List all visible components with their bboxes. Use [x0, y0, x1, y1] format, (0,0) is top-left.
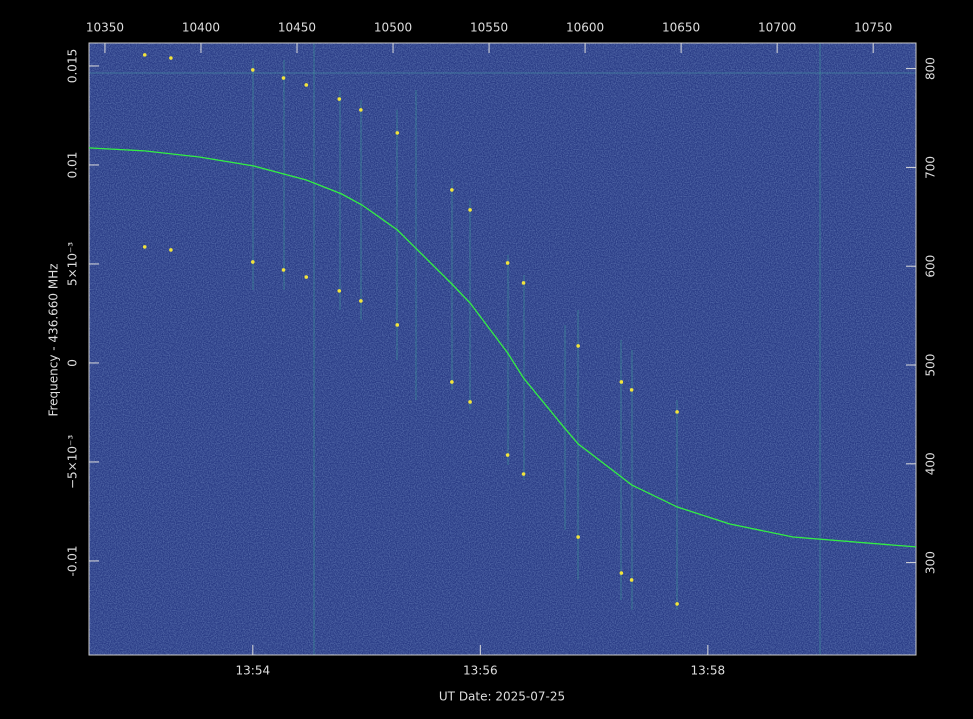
point — [619, 571, 624, 575]
point — [281, 268, 286, 272]
y-tick-label: 5×10⁻³ — [66, 242, 80, 286]
point — [251, 260, 255, 264]
y2-tick-label: 400 — [924, 452, 938, 475]
x-tick-label: 13:58 — [691, 664, 726, 678]
y2-tick-label: 800 — [924, 57, 938, 80]
point — [169, 248, 173, 252]
x2-tick-label: 10600 — [566, 21, 604, 35]
noise-texture — [89, 43, 916, 655]
point — [142, 53, 147, 57]
point — [576, 344, 580, 348]
x2-tick-label: 10550 — [470, 21, 508, 35]
point — [675, 410, 679, 414]
point — [505, 453, 510, 457]
point — [450, 188, 454, 192]
y-tick-label: -0.01 — [66, 545, 80, 576]
plot-frame — [88, 42, 917, 656]
fit-line — [88, 147, 917, 548]
x2-tick-label: 10700 — [758, 21, 796, 35]
y2-tick-label: 300 — [924, 551, 938, 574]
x-tick-label: 13:54 — [236, 664, 271, 678]
point — [251, 68, 255, 72]
y-tick-label: 0.015 — [66, 49, 80, 83]
x2-tick-label: 10500 — [374, 21, 412, 35]
x-tick-label: 13:56 — [463, 664, 498, 678]
streaks — [252, 43, 821, 655]
point — [521, 472, 526, 476]
point — [304, 83, 309, 87]
point — [337, 97, 342, 101]
point — [629, 388, 634, 392]
x-axis-label: UT Date: 2025-07-25 — [439, 690, 565, 704]
y-tick-label: −5×10⁻³ — [66, 435, 80, 489]
point — [304, 275, 309, 279]
point — [619, 380, 624, 384]
point — [359, 299, 363, 303]
point — [675, 602, 679, 606]
point — [395, 323, 400, 327]
point — [142, 245, 147, 249]
x2-tick-label: 10350 — [86, 21, 124, 35]
y-axis-label: Frequency - 436.660 MHz — [47, 263, 61, 416]
point — [468, 400, 472, 404]
point — [450, 380, 454, 384]
x2-tick-label: 10450 — [278, 21, 316, 35]
y2-tick-label: 700 — [924, 156, 938, 179]
point — [337, 289, 342, 293]
x2-tick-label: 10400 — [182, 21, 220, 35]
point — [281, 76, 286, 80]
x2-tick-label: 10650 — [662, 21, 700, 35]
point — [629, 578, 634, 582]
y2-tick-label: 500 — [924, 354, 938, 377]
point — [395, 131, 400, 135]
point — [468, 208, 472, 212]
y-tick-label: 0 — [66, 359, 80, 367]
point — [359, 108, 363, 112]
point — [521, 281, 526, 285]
y2-tick-label: 600 — [924, 255, 938, 278]
x2-tick-label: 10750 — [854, 21, 892, 35]
point — [169, 56, 173, 60]
point — [576, 535, 580, 539]
y-tick-label: 0.01 — [66, 152, 80, 179]
point — [505, 261, 510, 265]
